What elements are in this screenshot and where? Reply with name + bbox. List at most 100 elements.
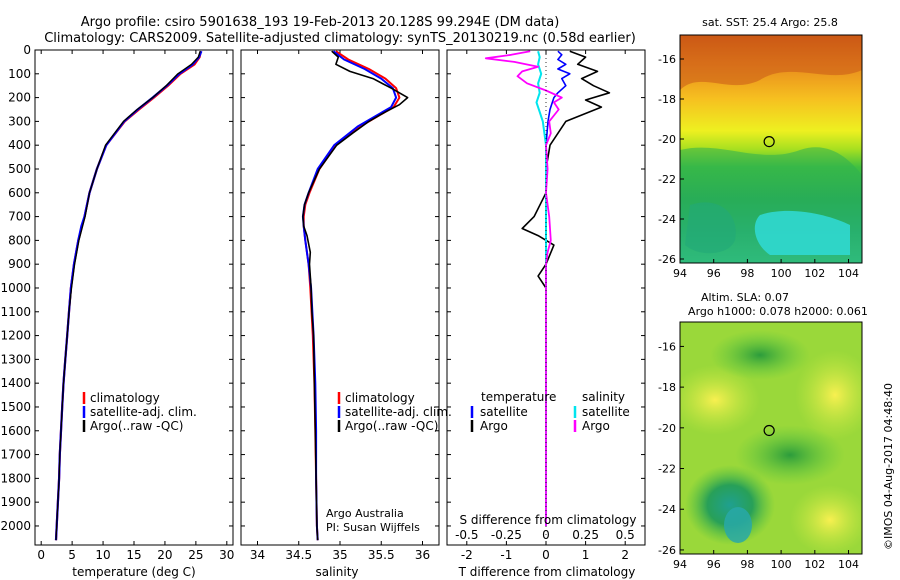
y-tick-label: 900 bbox=[8, 257, 31, 271]
y-tick-label: 1200 bbox=[0, 329, 31, 343]
y-tick-label: 400 bbox=[8, 138, 31, 152]
temperature-legend: climatology satellite-adj. clim. Argo(..… bbox=[82, 391, 197, 433]
y-tick-label: 1100 bbox=[0, 305, 31, 319]
x-tick-label: 2 bbox=[621, 548, 629, 562]
x-tick-label: 15 bbox=[126, 548, 141, 562]
argo-location-marker bbox=[763, 424, 775, 437]
x-tick-label: 35 bbox=[332, 548, 347, 562]
legend-temp-satellite-label: satellite bbox=[480, 405, 528, 419]
series-line-argo-raw-qc- bbox=[302, 50, 409, 541]
y-tick-label: 1600 bbox=[0, 424, 31, 438]
x-tick-label: 34 bbox=[250, 548, 265, 562]
header-title-line1: Argo profile: csiro 5901638_193 19-Feb-2… bbox=[81, 15, 560, 30]
y-tick-label: 700 bbox=[8, 210, 31, 224]
sst-warm-lobe bbox=[680, 35, 862, 90]
top-tick-label: 0.25 bbox=[572, 528, 599, 542]
map-y-tick-label: -16 bbox=[658, 340, 676, 353]
series-line-climatology bbox=[54, 50, 202, 541]
sla-map-title-line1: Altim. SLA: 0.07 bbox=[701, 291, 789, 304]
y-tick-label: 800 bbox=[8, 233, 31, 247]
map-x-tick-label: 96 bbox=[707, 558, 721, 571]
map-y-tick-label: -22 bbox=[658, 173, 676, 186]
y-tick-label: 1000 bbox=[0, 281, 31, 295]
temperature-plot-frame bbox=[34, 49, 234, 546]
x-tick-label: -1 bbox=[500, 548, 512, 562]
difference-plot: -2 -1 0 1 2-0.5 -0.25 0 0.25 0.5 bbox=[447, 49, 645, 562]
map-y-tick-label: -22 bbox=[658, 463, 676, 476]
x-tick-label: 0 bbox=[37, 548, 45, 562]
legend-climatology-label: climatology bbox=[345, 391, 415, 405]
sla-yellow-nw bbox=[680, 365, 760, 435]
series-line-temperature-argo bbox=[521, 50, 611, 526]
legend-argo-label: Argo(..raw -QC) bbox=[345, 419, 438, 433]
series-line-climatology bbox=[302, 50, 401, 541]
difference-top-label: S difference from climatology bbox=[460, 513, 637, 527]
salinity-annotation-org: Argo Australia bbox=[326, 507, 404, 520]
sla-yellow-ne bbox=[795, 350, 862, 440]
map-x-tick-label: 94 bbox=[673, 558, 687, 571]
sst-map-frame bbox=[679, 34, 863, 264]
y-tick-label: 1900 bbox=[0, 495, 31, 509]
argo-location-marker bbox=[763, 136, 775, 148]
sla-map-title-line2: Argo h1000: 0.078 h2000: 0.061 bbox=[688, 305, 868, 318]
sst-map-axes: 94 96 98 100 102 104 -16 -18 -20 -22 -24 -26 bbox=[658, 53, 859, 280]
map-x-tick-label: 100 bbox=[771, 267, 792, 280]
y-tick-label: 0 bbox=[23, 43, 31, 57]
x-tick-label: 10 bbox=[95, 548, 110, 562]
map-y-tick-label: -26 bbox=[658, 253, 676, 266]
y-tick-label: 1500 bbox=[0, 400, 31, 414]
map-y-tick-label: -16 bbox=[658, 53, 676, 66]
sst-teal-patch bbox=[685, 202, 736, 254]
legend-argo-label: Argo(..raw -QC) bbox=[90, 419, 183, 433]
sla-map-axes: 94 96 98 100 102 104 -16 -18 -20 -22 -24 -26 bbox=[658, 340, 859, 571]
x-tick-label: 35.5 bbox=[368, 548, 395, 562]
map-y-tick-label: -18 bbox=[658, 381, 676, 394]
map-y-tick-label: -20 bbox=[658, 422, 676, 435]
series-line-salinity-satellite bbox=[535, 50, 547, 526]
map-x-tick-label: 96 bbox=[707, 267, 721, 280]
x-tick-label: 0 bbox=[542, 548, 550, 562]
sst-cyan-patch bbox=[754, 210, 850, 255]
map-y-tick-label: -26 bbox=[658, 544, 676, 557]
series-line-satellite-adj-clim- bbox=[301, 50, 398, 541]
difference-legend: temperature satellite Argo salinity sate… bbox=[470, 390, 630, 433]
sst-map-field bbox=[680, 35, 862, 263]
imos-credit: ©IMOS 04-Aug-2017 04:48:40 bbox=[882, 383, 895, 550]
y-tick-label: 600 bbox=[8, 186, 31, 200]
top-tick-label: -0.5 bbox=[455, 528, 478, 542]
y-tick-label: 1400 bbox=[0, 376, 31, 390]
legend-satellite-label: satellite-adj. clim. bbox=[345, 405, 452, 419]
salinity-plot-frame bbox=[240, 49, 440, 546]
y-tick-label: 500 bbox=[8, 162, 31, 176]
map-x-tick-label: 104 bbox=[838, 558, 859, 571]
sla-yellow-s bbox=[790, 485, 862, 554]
temperature-plot: 0 5 10 15 20 25 300100200300400500600700800900… bbox=[0, 43, 234, 562]
top-tick-label: -0.25 bbox=[491, 528, 522, 542]
salinity-xlabel: salinity bbox=[315, 565, 358, 579]
salinity-legend: climatology satellite-adj. clim. Argo(..… bbox=[337, 391, 452, 433]
sla-green-center bbox=[735, 425, 845, 485]
map-x-tick-label: 98 bbox=[740, 558, 754, 571]
y-tick-label: 1800 bbox=[0, 471, 31, 485]
top-tick-label: 0.5 bbox=[616, 528, 635, 542]
map-y-tick-label: -20 bbox=[658, 133, 676, 146]
legend-temperature-title: temperature bbox=[481, 390, 556, 404]
legend-climatology-label: climatology bbox=[90, 391, 160, 405]
map-x-tick-label: 104 bbox=[838, 267, 859, 280]
sla-map-field bbox=[680, 322, 862, 554]
legend-sal-satellite-label: satellite bbox=[582, 405, 630, 419]
y-tick-label: 2000 bbox=[0, 519, 31, 533]
x-tick-label: 25 bbox=[188, 548, 203, 562]
sla-map-frame bbox=[679, 321, 863, 555]
map-x-tick-label: 100 bbox=[771, 558, 792, 571]
temperature-xlabel: temperature (deg C) bbox=[72, 565, 195, 579]
sla-green-n bbox=[710, 330, 810, 380]
map-x-tick-label: 102 bbox=[804, 267, 825, 280]
map-x-tick-label: 94 bbox=[673, 267, 687, 280]
y-tick-label: 1300 bbox=[0, 352, 31, 366]
series-line-argo-raw-qc- bbox=[55, 50, 201, 541]
sla-teal-core bbox=[724, 507, 752, 543]
sst-map-title: sat. SST: 25.4 Argo: 25.8 bbox=[702, 16, 838, 29]
salinity-plot: 34 34.5 35 35.5 36 bbox=[241, 49, 439, 562]
